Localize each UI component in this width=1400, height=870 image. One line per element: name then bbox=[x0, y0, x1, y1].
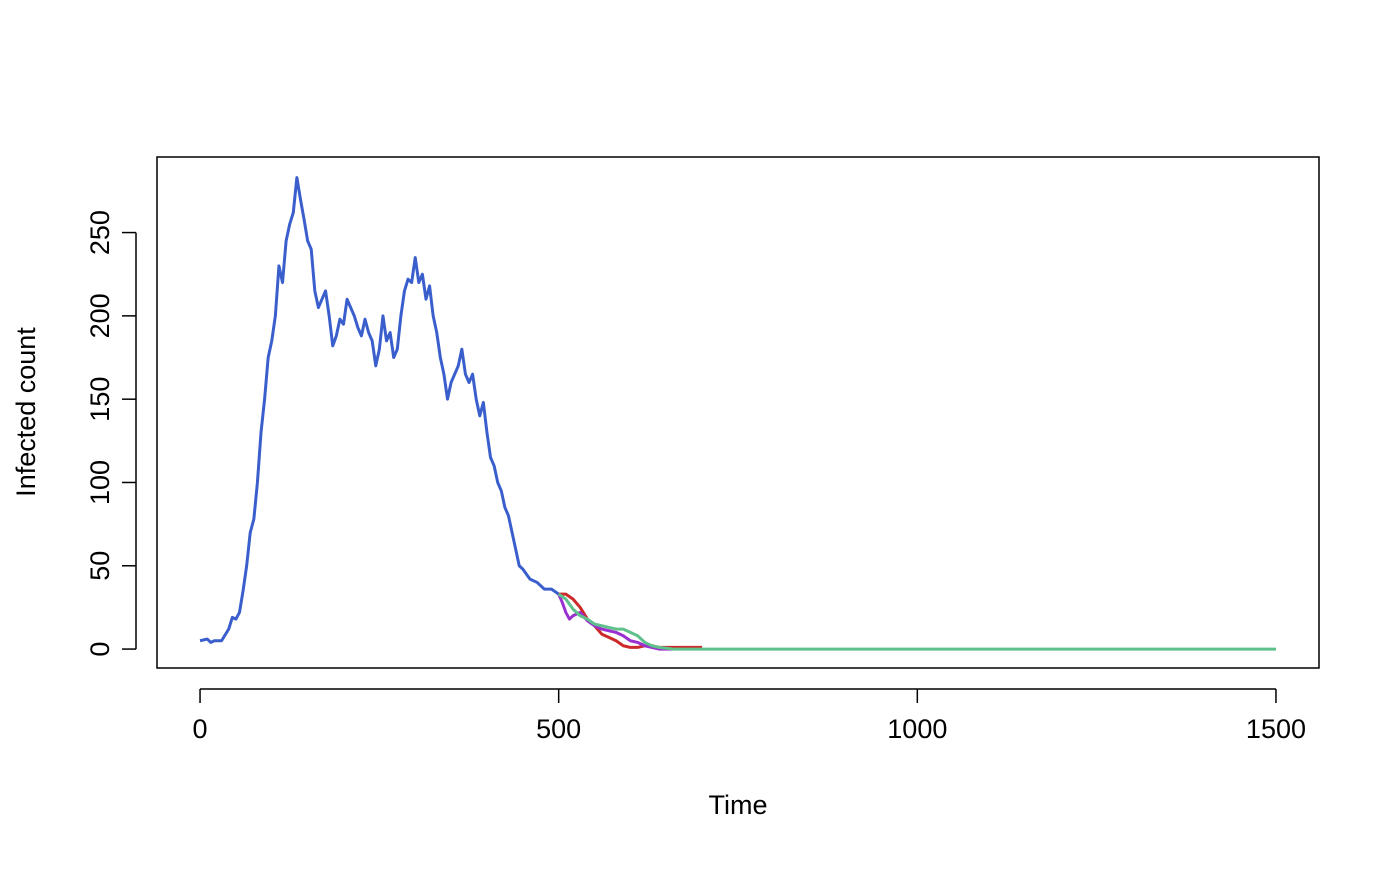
series-line bbox=[557, 592, 1276, 651]
x-tick-label: 1500 bbox=[1246, 714, 1306, 744]
series-line bbox=[199, 176, 560, 644]
y-tick-label: 200 bbox=[85, 293, 115, 338]
y-tick-label: 100 bbox=[85, 460, 115, 505]
x-axis-label: Time bbox=[709, 790, 768, 820]
x-tick-label: 1000 bbox=[887, 714, 947, 744]
y-tick-label: 150 bbox=[85, 377, 115, 422]
y-tick-label: 250 bbox=[85, 210, 115, 255]
y-tick-label: 50 bbox=[85, 551, 115, 581]
y-tick-label: 0 bbox=[85, 642, 115, 657]
x-tick-label: 0 bbox=[193, 714, 208, 744]
series-line bbox=[558, 592, 703, 649]
x-tick-label: 500 bbox=[536, 714, 581, 744]
plot-box bbox=[156, 156, 1320, 669]
y-axis-label: Infected count bbox=[11, 327, 41, 497]
series-line bbox=[557, 593, 674, 651]
